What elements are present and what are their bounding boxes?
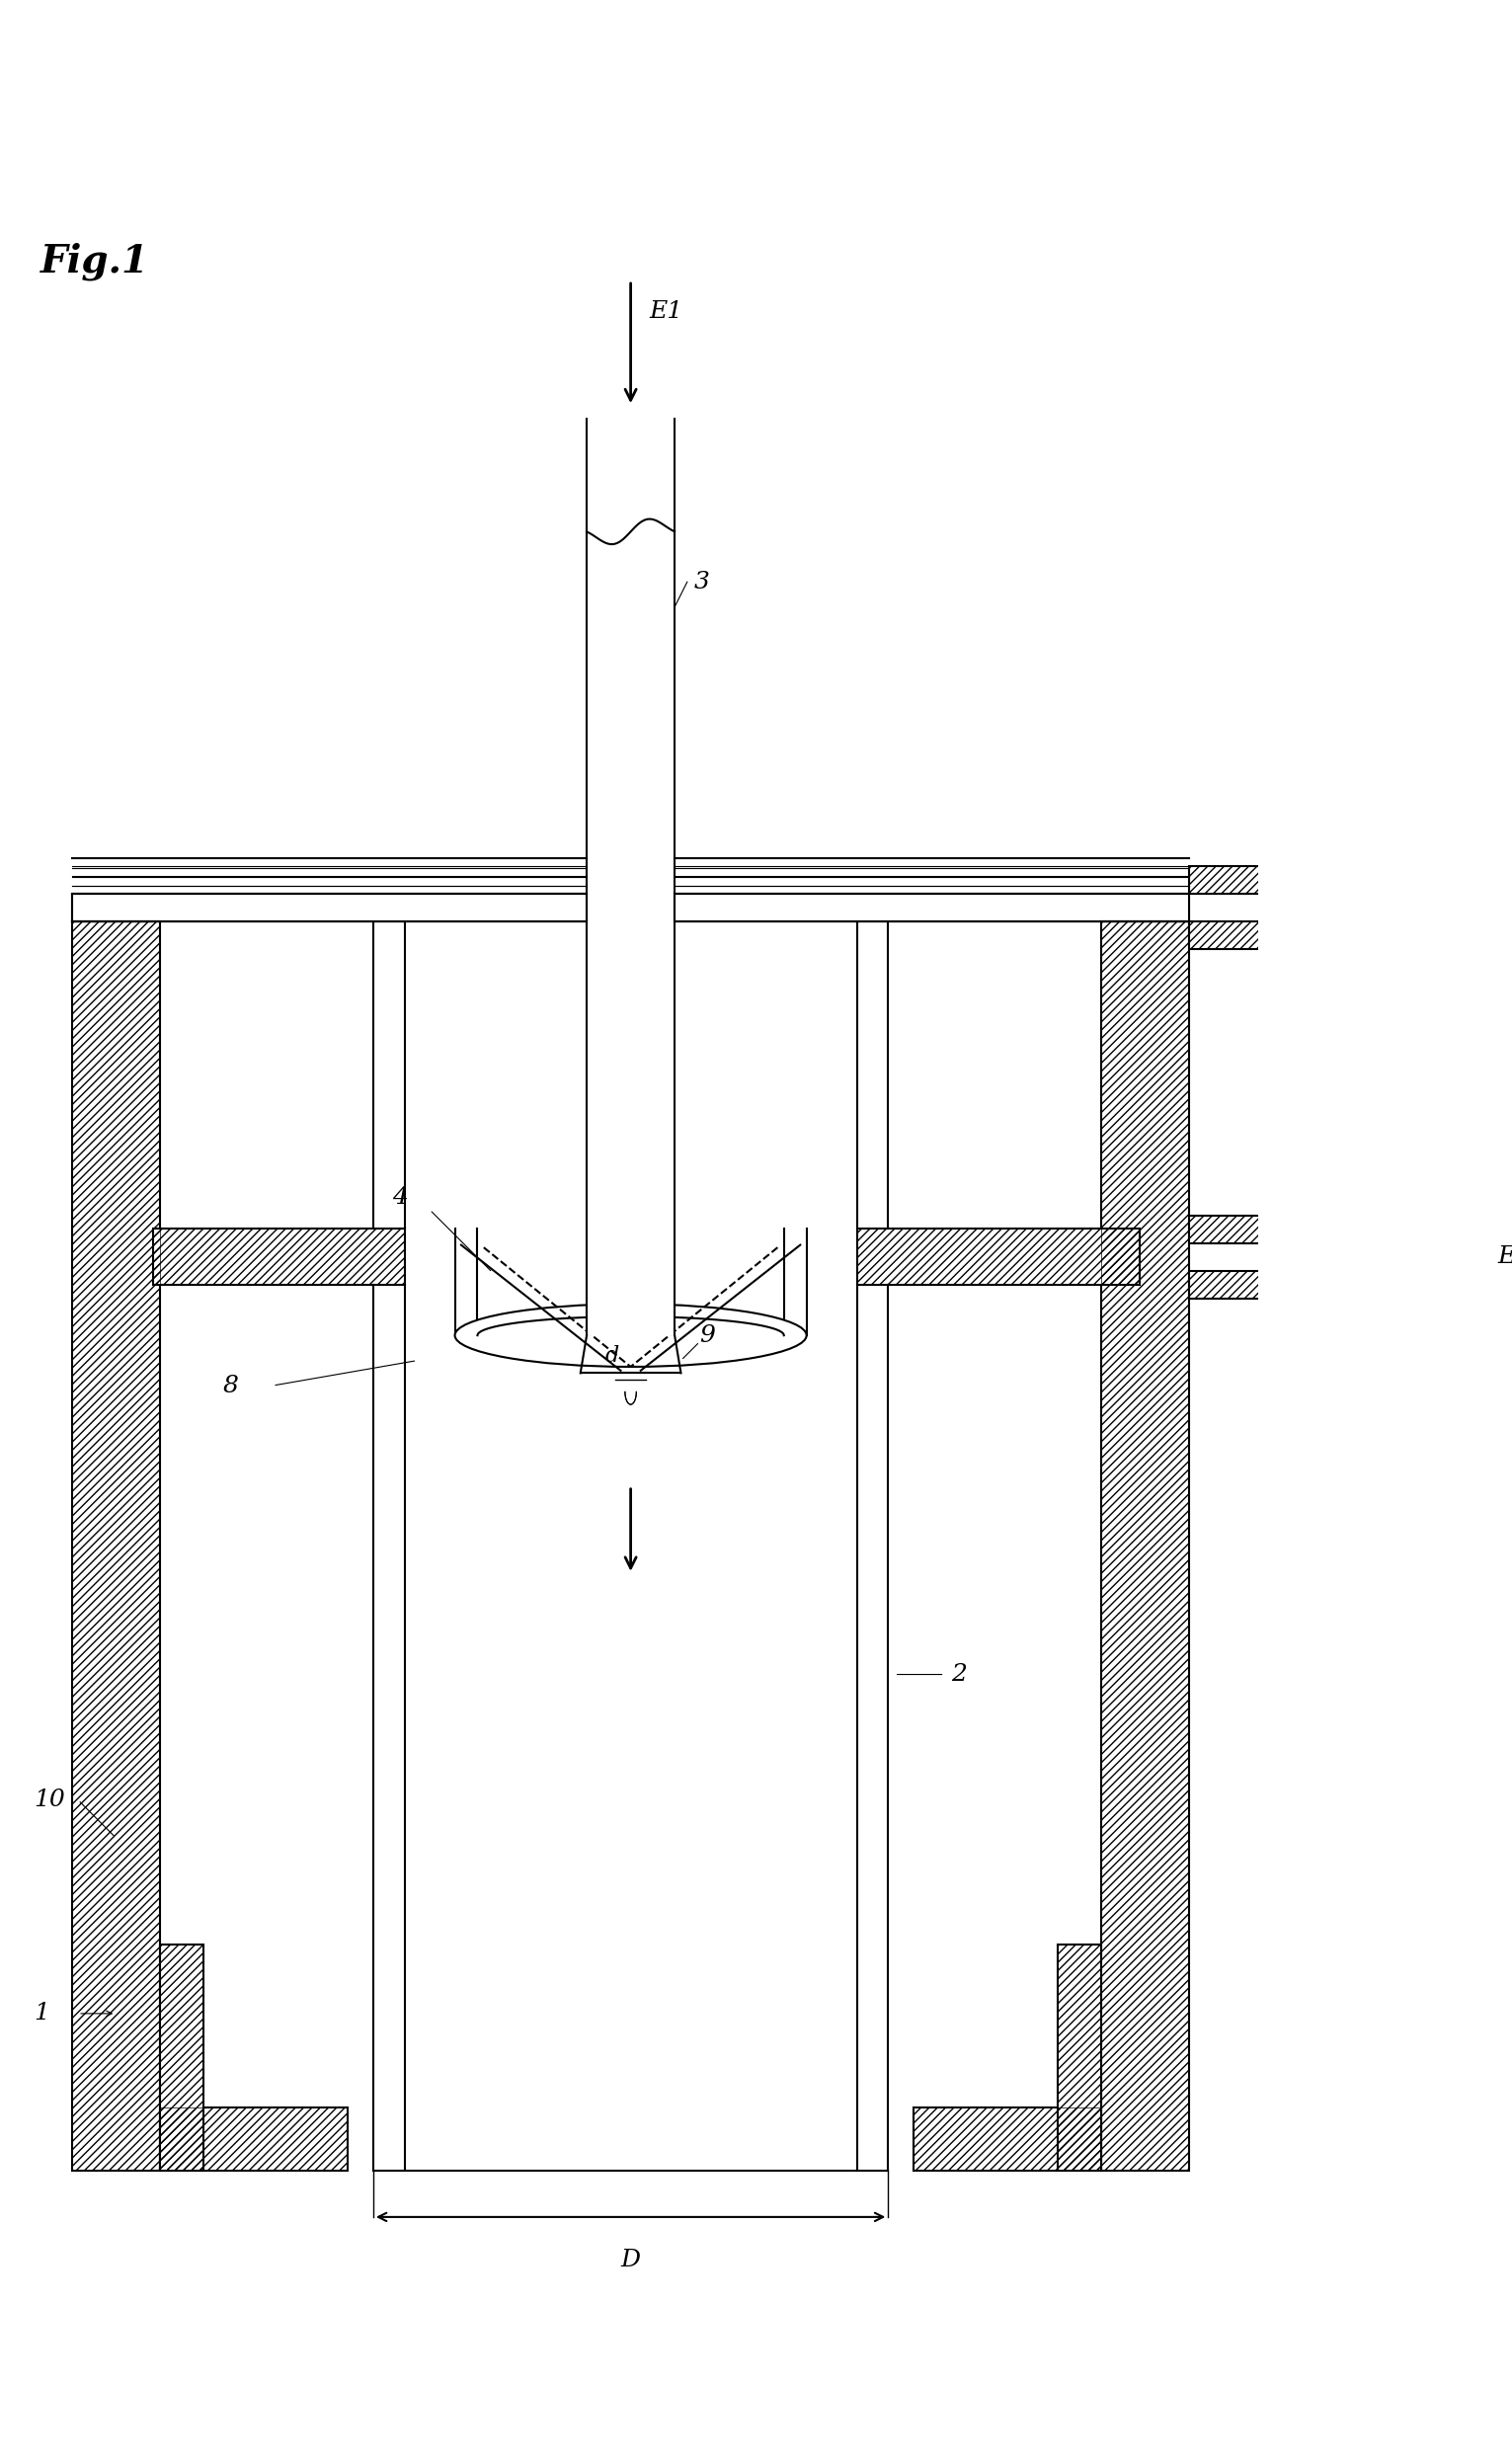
Bar [1058, 1943, 1102, 2170]
Bar [674, 894, 1190, 921]
Bar [1190, 1214, 1302, 1244]
Bar [913, 2108, 1102, 2170]
Text: d: d [605, 1345, 618, 1367]
Text: 9: 9 [700, 1325, 715, 1347]
Bar [857, 1229, 1140, 1286]
Bar [1190, 921, 1302, 948]
Text: 3: 3 [694, 571, 709, 594]
Bar [857, 1229, 1140, 1286]
Bar [71, 894, 1190, 921]
Text: 8: 8 [222, 1374, 239, 1397]
Bar [1190, 1271, 1302, 1298]
Bar [913, 2108, 1102, 2170]
Bar [160, 2108, 348, 2170]
Bar [1102, 921, 1190, 2170]
Bar [857, 1286, 888, 2170]
Bar [71, 921, 160, 2170]
Bar [1272, 1214, 1302, 1298]
Text: 10: 10 [35, 1788, 65, 1810]
Bar [71, 894, 1190, 921]
Bar [1190, 865, 1302, 894]
Bar [1190, 865, 1302, 894]
Bar [1190, 921, 1302, 948]
Text: 2: 2 [951, 1663, 966, 1685]
Bar [1272, 865, 1302, 948]
Text: Fig.1: Fig.1 [41, 244, 150, 281]
Bar [160, 2108, 348, 2170]
Text: 4: 4 [392, 1185, 408, 1209]
Bar [1190, 1271, 1302, 1298]
Text: E2: E2 [1497, 1246, 1512, 1268]
Bar [1272, 865, 1302, 948]
Bar [587, 419, 674, 1335]
Bar [153, 1229, 405, 1286]
Bar [1272, 1214, 1302, 1298]
Bar [1190, 1214, 1302, 1244]
Bar [153, 1229, 405, 1286]
Bar [160, 1943, 204, 2170]
Bar [160, 1943, 204, 2170]
Bar [373, 1286, 405, 2170]
Text: E1: E1 [650, 300, 683, 323]
Bar [71, 921, 160, 2170]
Text: 1: 1 [35, 2002, 50, 2025]
Bar [1058, 1943, 1102, 2170]
Text: D: D [621, 2249, 641, 2271]
Bar [1102, 921, 1190, 2170]
Ellipse shape [455, 1303, 806, 1367]
Bar [71, 894, 587, 921]
